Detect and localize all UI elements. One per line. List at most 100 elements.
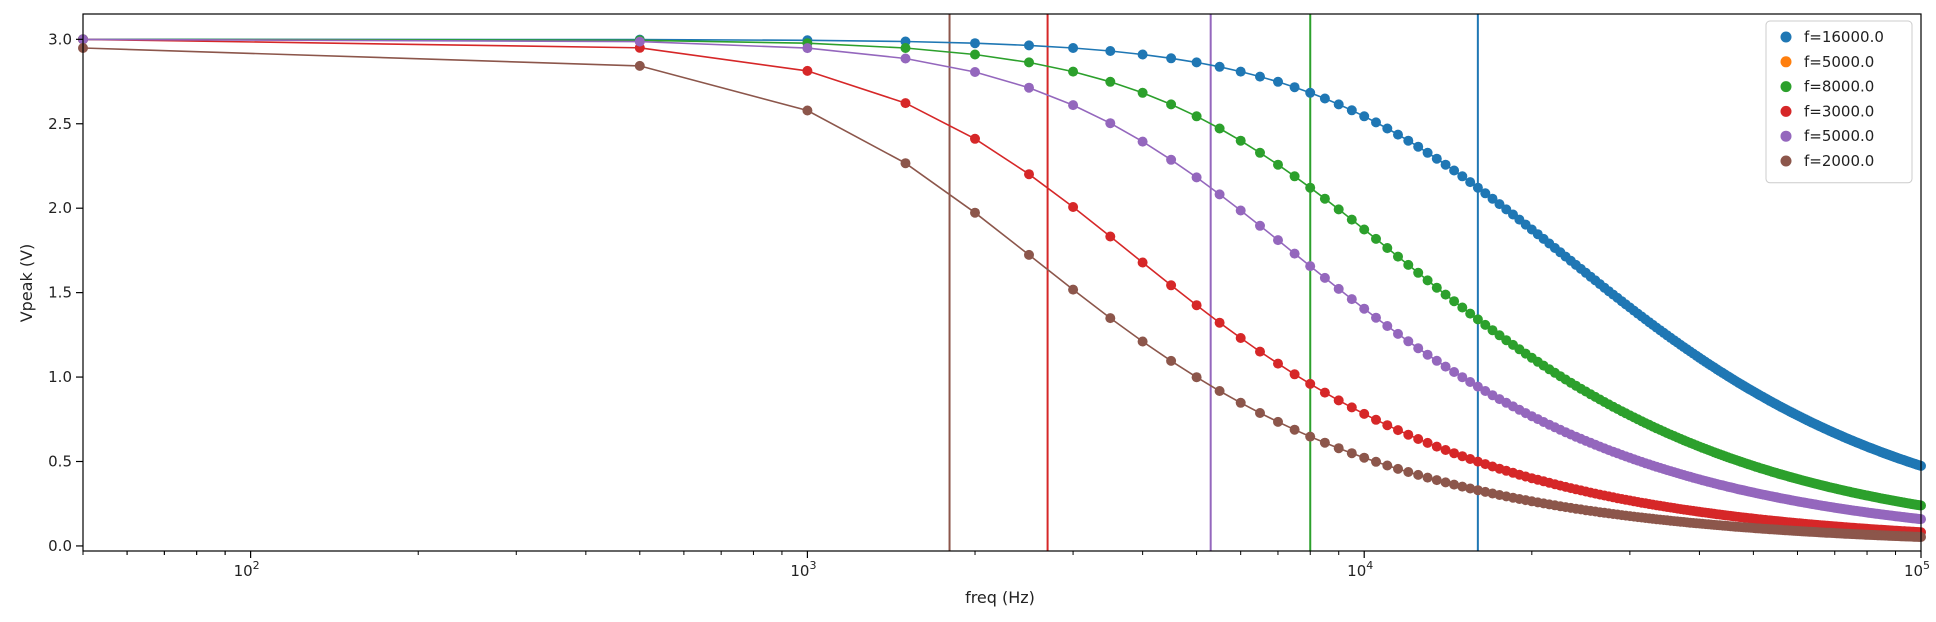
- legend-marker: [1780, 155, 1792, 167]
- data-point: [1371, 312, 1381, 323]
- data-point: [1105, 231, 1116, 242]
- legend-marker: [1780, 56, 1792, 68]
- legend-marker: [1780, 130, 1792, 142]
- data-point: [1465, 377, 1476, 387]
- data-point: [1413, 343, 1424, 354]
- data-point: [900, 158, 911, 169]
- data-point: [1403, 135, 1414, 146]
- series-5: [78, 43, 1926, 542]
- data-point: [1403, 259, 1414, 270]
- data-point: [1191, 172, 1202, 183]
- series-0: [78, 34, 1926, 471]
- data-point: [1413, 469, 1424, 480]
- data-point: [1393, 129, 1403, 140]
- data-point: [1235, 135, 1246, 146]
- data-point: [1413, 141, 1424, 152]
- legend-label: f=2000.0: [1804, 152, 1874, 170]
- data-point: [1382, 460, 1393, 471]
- y-tick-label: 0.0: [48, 537, 72, 555]
- data-point: [802, 105, 813, 116]
- data-point: [970, 38, 980, 49]
- data-point: [1403, 336, 1414, 347]
- data-point: [1273, 159, 1283, 170]
- data-point: [1105, 313, 1116, 324]
- data-point: [1191, 57, 1202, 68]
- data-point: [1431, 441, 1442, 452]
- legend-label: f=16000.0: [1804, 28, 1884, 46]
- data-point: [1440, 445, 1451, 455]
- data-point: [1305, 431, 1316, 442]
- data-point: [900, 98, 911, 109]
- data-point: [1214, 123, 1225, 134]
- data-point: [1393, 328, 1403, 339]
- data-point: [1333, 443, 1344, 454]
- data-point: [1359, 408, 1370, 419]
- y-tick-label: 2.5: [48, 115, 72, 133]
- data-point: [802, 65, 813, 76]
- data-point: [1449, 165, 1460, 176]
- x-axis: 102 103 104 105: [82, 551, 1930, 580]
- plot-frame: [82, 13, 1922, 552]
- legend-marker: [1780, 105, 1792, 117]
- data-point: [1465, 483, 1476, 494]
- data-point: [1382, 243, 1393, 253]
- legend-label: f=5000.0: [1804, 127, 1874, 145]
- data-point: [1346, 214, 1357, 225]
- data-point: [1440, 477, 1451, 488]
- data-point: [1024, 249, 1034, 260]
- data-point: [1449, 448, 1460, 459]
- data-point: [1166, 99, 1177, 110]
- data-point: [1371, 456, 1381, 467]
- data-point: [1166, 355, 1177, 366]
- data-point: [1166, 154, 1177, 165]
- data-point: [1457, 372, 1468, 383]
- y-tick-label: 3.0: [48, 30, 72, 48]
- data-point: [1422, 472, 1433, 483]
- data-point: [1235, 66, 1246, 77]
- data-point: [1024, 82, 1034, 93]
- legend-label: f=5000.0: [1804, 53, 1874, 71]
- data-point: [1235, 333, 1246, 343]
- data-point: [1273, 235, 1283, 246]
- data-point: [1422, 437, 1433, 448]
- data-point: [1472, 182, 1483, 193]
- x-tick-label: 103: [790, 559, 816, 580]
- data-point: [1457, 451, 1468, 462]
- data-point: [1393, 425, 1403, 436]
- data-point: [1235, 205, 1246, 216]
- data-point: [1166, 280, 1177, 291]
- data-point: [1359, 452, 1370, 463]
- data-point: [900, 53, 911, 64]
- data-point: [1105, 118, 1116, 129]
- x-tick-label: 105: [1904, 559, 1930, 580]
- data-point: [1191, 300, 1202, 311]
- data-point: [1480, 319, 1491, 330]
- data-point: [1024, 169, 1034, 180]
- data-point: [1319, 93, 1330, 104]
- data-point: [1465, 177, 1476, 188]
- data-point: [1457, 481, 1468, 492]
- data-point: [1255, 346, 1265, 357]
- data-point: [1289, 369, 1300, 380]
- data-point: [634, 36, 645, 47]
- data-point: [970, 49, 980, 60]
- data-point: [1359, 111, 1370, 122]
- data-point: [1472, 381, 1483, 392]
- data-point: [1393, 463, 1403, 474]
- data-point: [1255, 147, 1265, 158]
- data-point: [1487, 325, 1498, 336]
- data-point: [1166, 53, 1177, 64]
- data-point: [1333, 395, 1344, 406]
- data-point: [1422, 349, 1433, 360]
- data-point: [1305, 378, 1316, 389]
- data-point: [970, 133, 980, 144]
- data-point: [1137, 49, 1148, 60]
- data-point: [1413, 434, 1424, 444]
- data-point: [1422, 275, 1433, 286]
- data-point: [1371, 117, 1381, 128]
- data-point: [1024, 40, 1034, 51]
- data-point: [1472, 314, 1483, 325]
- data-point: [1465, 454, 1476, 464]
- data-point: [1024, 57, 1034, 68]
- data-point: [1289, 248, 1300, 259]
